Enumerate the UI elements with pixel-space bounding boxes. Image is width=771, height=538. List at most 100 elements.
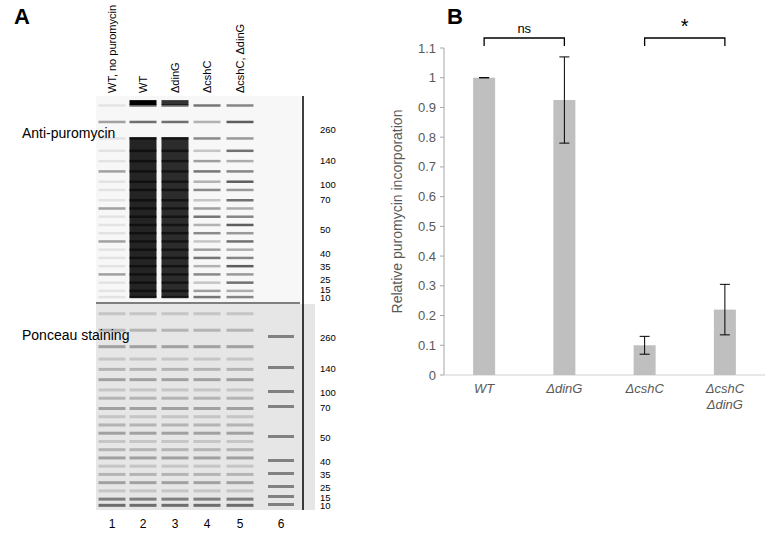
- band: [130, 329, 157, 332]
- band: [227, 281, 254, 284]
- band: [194, 296, 221, 299]
- band: [162, 215, 189, 218]
- band: [130, 215, 157, 218]
- band: [194, 189, 221, 192]
- band: [194, 207, 221, 210]
- band: [162, 489, 189, 492]
- band: [227, 388, 254, 391]
- band: [99, 257, 126, 260]
- band: [162, 473, 189, 476]
- marker-band: [268, 335, 294, 338]
- marker-band: [268, 485, 294, 488]
- band: [99, 423, 126, 426]
- band: [227, 407, 254, 410]
- mw-label: 50: [320, 224, 331, 235]
- band: [162, 329, 189, 332]
- band: [162, 137, 189, 140]
- band: [227, 465, 254, 468]
- significance-label: ns: [517, 21, 531, 36]
- band: [194, 257, 221, 260]
- band: [162, 207, 189, 210]
- band: [99, 407, 126, 410]
- band: [99, 504, 126, 507]
- band: [227, 121, 254, 124]
- band: [130, 150, 157, 153]
- band: [130, 423, 157, 426]
- band: [227, 296, 254, 299]
- band: [227, 329, 254, 332]
- band: [194, 160, 221, 163]
- band: [227, 397, 254, 400]
- y-tick-label: 0.2: [418, 308, 436, 323]
- panel-letter: A: [14, 4, 30, 29]
- y-tick-label: 0.6: [418, 189, 436, 204]
- band: [162, 189, 189, 192]
- band: [162, 456, 189, 459]
- band: [99, 489, 126, 492]
- y-tick: [440, 166, 444, 167]
- band: [227, 423, 254, 426]
- band: [162, 265, 189, 268]
- y-tick: [440, 285, 444, 286]
- band: [227, 240, 254, 243]
- band: [227, 312, 254, 315]
- band: [130, 296, 157, 299]
- band: [194, 407, 221, 410]
- row-label: Anti-puromycin: [22, 125, 115, 141]
- y-tick: [440, 256, 444, 257]
- band: [99, 378, 126, 381]
- band: [162, 448, 189, 451]
- band: [194, 432, 221, 435]
- band: [99, 207, 126, 210]
- band: [130, 407, 157, 410]
- band: [194, 215, 221, 218]
- band: [130, 160, 157, 163]
- bar: [473, 78, 495, 375]
- band: [130, 199, 157, 202]
- y-tick-label: 0: [429, 368, 436, 383]
- significance-label: *: [681, 15, 689, 37]
- band: [130, 290, 157, 293]
- mw-label: 40: [320, 248, 331, 259]
- band: [162, 104, 189, 107]
- band: [130, 368, 157, 371]
- band: [99, 180, 126, 183]
- band: [227, 265, 254, 268]
- y-tick: [440, 315, 444, 316]
- figure: AAnti-puromycinPonceau stainingWT, no pu…: [0, 0, 771, 538]
- band: [130, 358, 157, 361]
- band: [227, 273, 254, 276]
- bars: [473, 57, 736, 375]
- y-tick-label: 1.1: [418, 41, 436, 56]
- mw-label: 70: [320, 194, 331, 205]
- mw-label: 260: [320, 124, 336, 135]
- lane-label: ΔcshC: [201, 61, 213, 93]
- band: [130, 170, 157, 173]
- band: [194, 265, 221, 268]
- band: [227, 180, 254, 183]
- band: [194, 378, 221, 381]
- error-bar: [479, 77, 489, 78]
- band: [162, 248, 189, 251]
- smear: [162, 137, 189, 298]
- band: [130, 281, 157, 284]
- band: [194, 489, 221, 492]
- band: [194, 150, 221, 153]
- band: [99, 104, 126, 107]
- band: [130, 489, 157, 492]
- band: [99, 358, 126, 361]
- x-tick-label: ΔcshCΔdinG: [705, 381, 745, 412]
- band: [162, 368, 189, 371]
- band: [99, 440, 126, 443]
- band: [162, 388, 189, 391]
- band: [162, 290, 189, 293]
- band: [130, 248, 157, 251]
- lane-label: ΔcshC, ΔdinG: [234, 24, 246, 93]
- band: [130, 448, 157, 451]
- band: [162, 423, 189, 426]
- band: [130, 207, 157, 210]
- band: [99, 273, 126, 276]
- band: [227, 290, 254, 293]
- mw-label: 70: [320, 402, 331, 413]
- band: [130, 440, 157, 443]
